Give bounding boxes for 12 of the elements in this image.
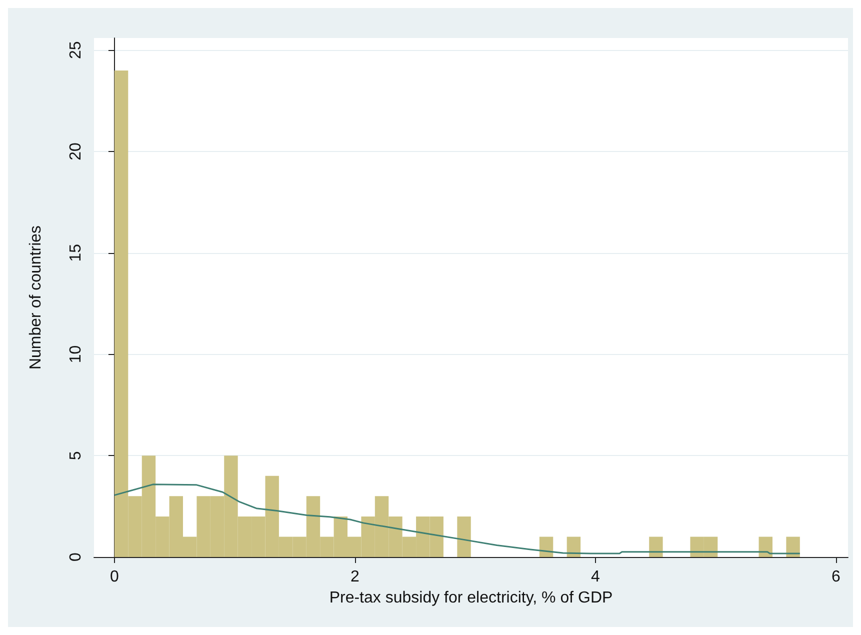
- y-axis-title: Number of countries: [28, 225, 44, 370]
- x-tick-label: 0: [110, 568, 119, 586]
- y-tick-label: 25: [68, 41, 84, 60]
- y-tick-label: 0: [68, 552, 84, 562]
- x-axis-title: Pre-tax subsidy for electricity, % of GDP: [329, 589, 613, 606]
- y-tick-label: 15: [68, 244, 84, 262]
- x-tick-label: 2: [350, 568, 360, 586]
- y-tick-label: 10: [68, 345, 84, 364]
- y-tick-label: 20: [68, 142, 84, 160]
- x-tick-label: 4: [591, 568, 600, 586]
- x-tick-label: 6: [832, 568, 841, 586]
- y-tick-label: 5: [68, 451, 84, 460]
